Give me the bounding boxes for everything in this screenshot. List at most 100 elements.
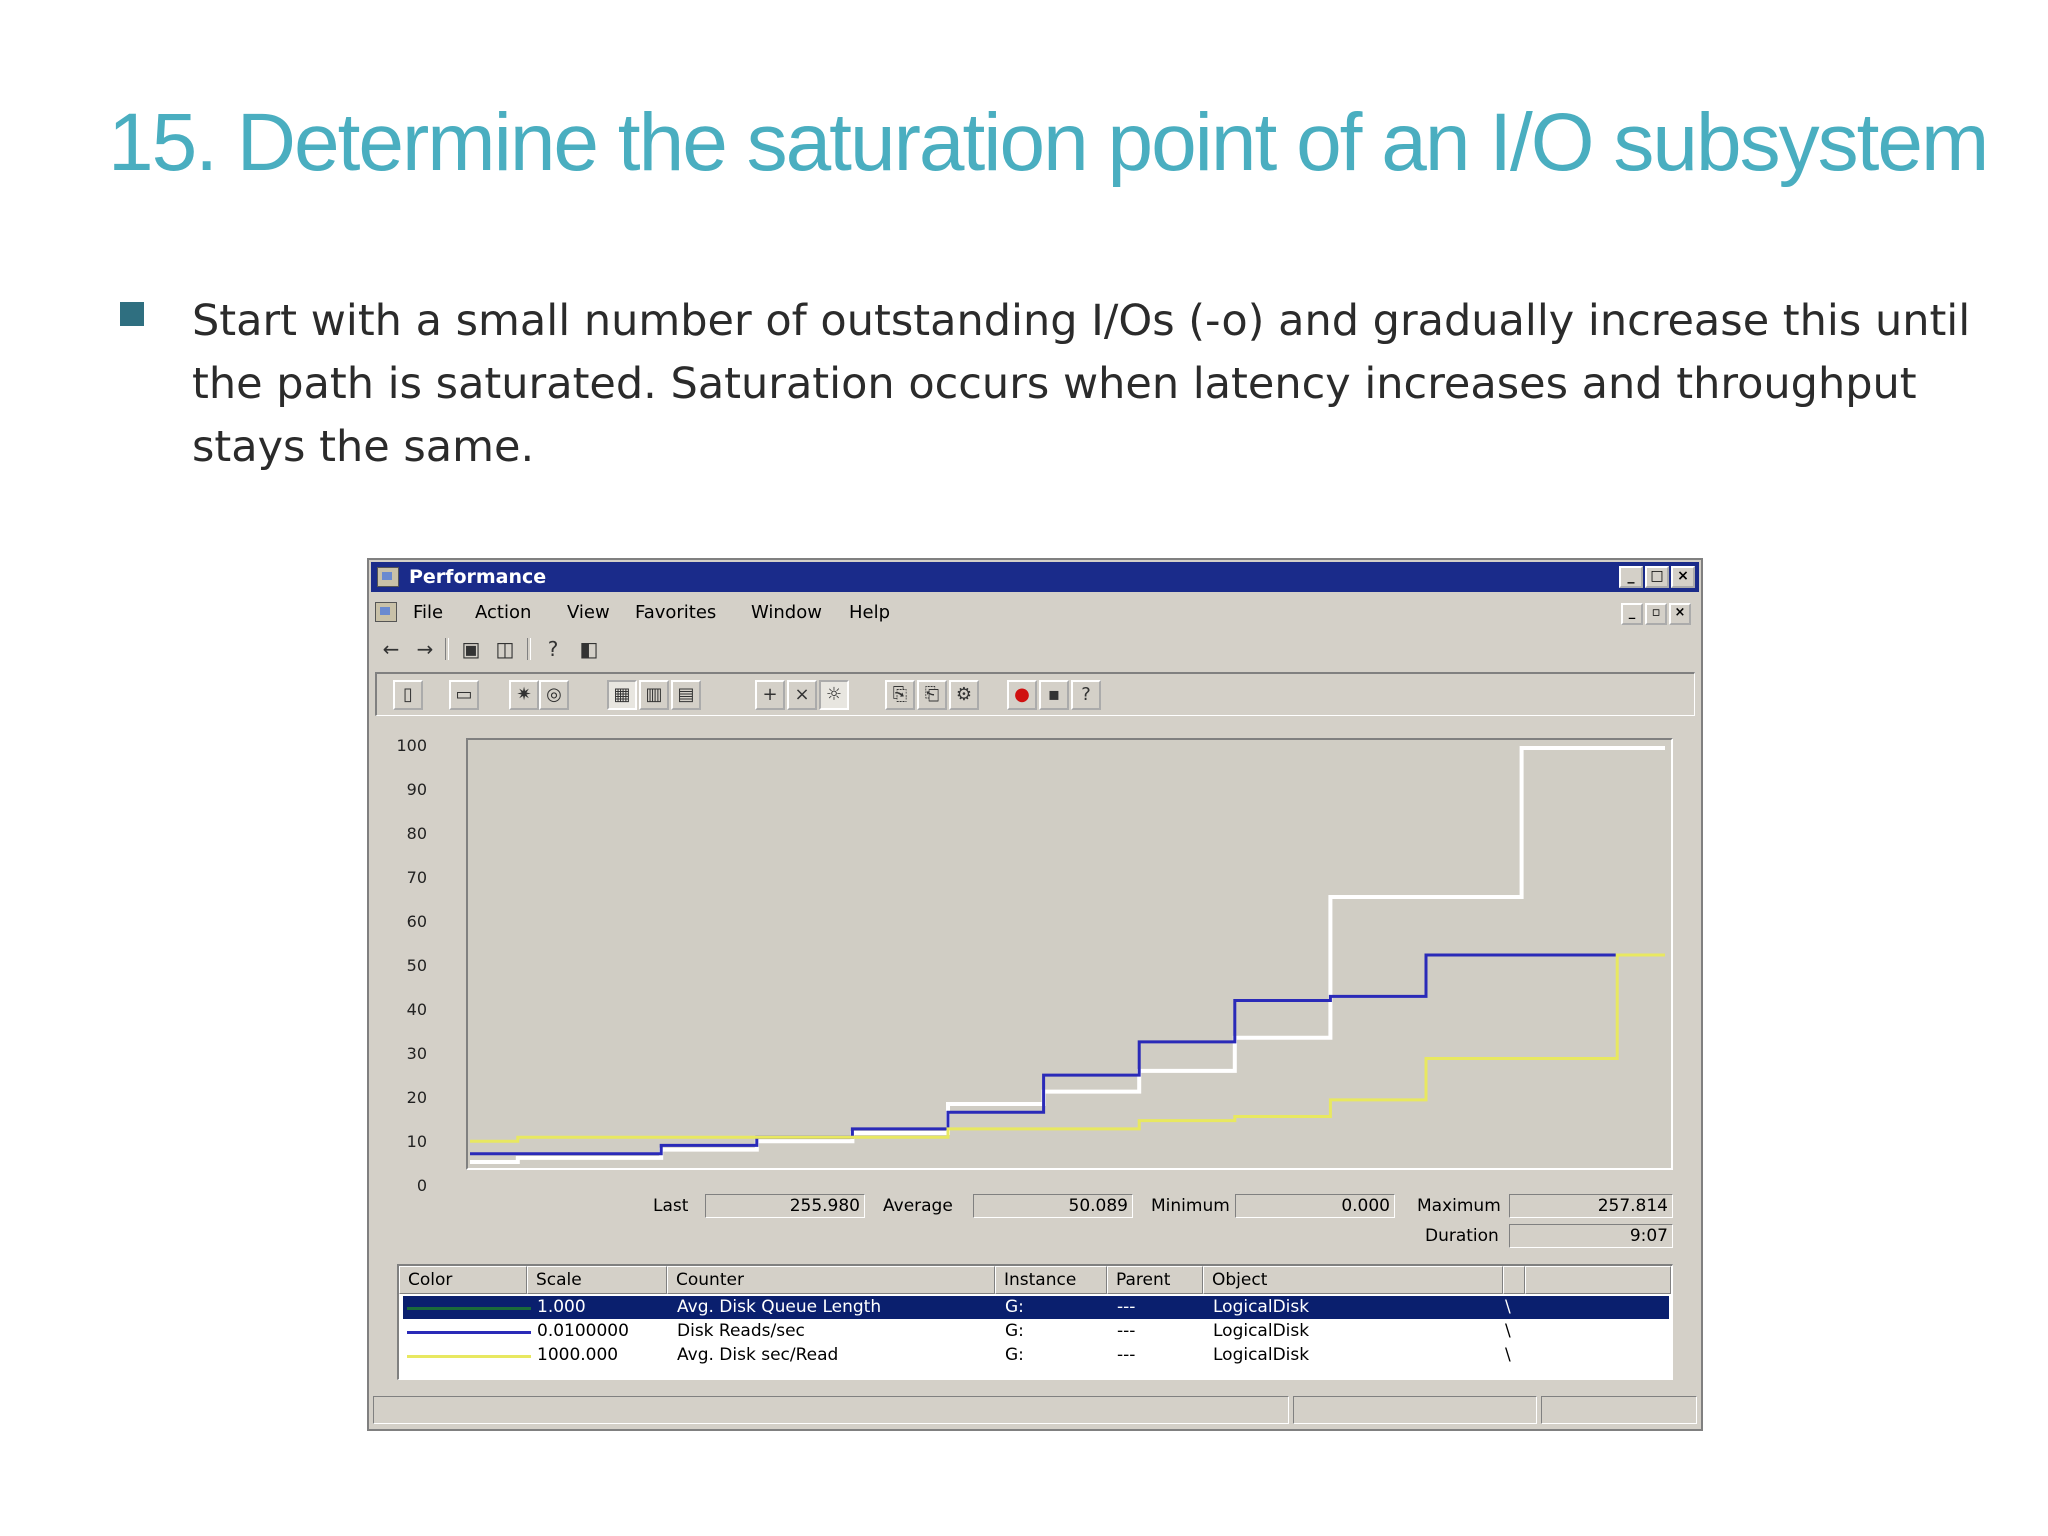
window-title: Performance [409, 566, 547, 588]
column-header-counter[interactable]: Counter [667, 1266, 995, 1294]
y-tick-label: 90 [406, 780, 427, 799]
help-icon[interactable]: ? [547, 637, 559, 661]
maximum-label: Maximum [1417, 1196, 1501, 1216]
column-header-computer[interactable] [1503, 1266, 1525, 1294]
series-line-2 [470, 953, 1665, 1143]
bullet-marker [120, 302, 144, 326]
legend-object: LogicalDisk [1213, 1297, 1310, 1317]
properties-icon[interactable]: ⚙ [949, 680, 979, 710]
title-bar[interactable]: Performance _ □ × [371, 562, 1699, 592]
y-tick-label: 20 [406, 1088, 427, 1107]
status-pane [1293, 1396, 1537, 1424]
menu-action[interactable]: Action [475, 602, 532, 623]
counter-legend: Color Scale Counter Instance Parent Obje… [397, 1264, 1673, 1380]
legend-object: LogicalDisk [1213, 1321, 1310, 1341]
legend-instance: G: [1005, 1345, 1024, 1365]
duration-value: 9:07 [1509, 1224, 1673, 1248]
column-header-object[interactable]: Object [1203, 1266, 1503, 1294]
view-current-activity-icon[interactable]: ✷ [509, 680, 539, 710]
maximum-value: 257.814 [1509, 1194, 1673, 1218]
slide-title: 15. Determine the saturation point of an… [108, 97, 1989, 188]
performance-app-icon [377, 567, 399, 587]
legend-row[interactable]: 0.0100000 Disk Reads/sec G: --- LogicalD… [403, 1320, 1669, 1343]
legend-parent: --- [1117, 1297, 1136, 1317]
legend-row[interactable]: 1000.000 Avg. Disk sec/Read G: --- Logic… [403, 1344, 1669, 1367]
legend-parent: --- [1117, 1345, 1136, 1365]
sysmon-help-icon[interactable]: ? [1071, 680, 1101, 710]
menu-view[interactable]: View [567, 602, 610, 623]
back-arrow-icon[interactable]: ← [382, 637, 400, 661]
legend-counter: Avg. Disk Queue Length [677, 1297, 882, 1317]
add-counter-icon[interactable]: + [755, 680, 785, 710]
average-value: 50.089 [973, 1194, 1133, 1218]
column-header-scale[interactable]: Scale [527, 1266, 667, 1294]
clear-display-icon[interactable]: ▭ [449, 680, 479, 710]
view-histogram-icon[interactable]: ▥ [639, 680, 669, 710]
column-header-color[interactable]: Color [399, 1266, 527, 1294]
show-hide-tree-icon[interactable]: ◫ [495, 637, 515, 661]
average-label: Average [883, 1196, 953, 1216]
legend-computer: \ [1505, 1297, 1511, 1317]
graph-plot [466, 738, 1673, 1170]
mdi-controls: _ ▫ × [1619, 600, 1691, 625]
mmc-doc-icon[interactable] [375, 602, 397, 622]
navigation-toolbar: ← → ▣ ◫ ? ◧ [371, 632, 1699, 666]
y-tick-label: 80 [406, 824, 427, 843]
minimize-button[interactable]: _ [1619, 566, 1643, 588]
forward-arrow-icon[interactable]: → [416, 637, 434, 661]
legend-parent: --- [1117, 1321, 1136, 1341]
paste-counter-list-icon[interactable]: ⎗ [917, 680, 947, 710]
series-color-swatch [407, 1307, 531, 1310]
new-counter-set-icon[interactable]: ▯ [393, 680, 423, 710]
mdi-minimize-button[interactable]: _ [1621, 603, 1643, 625]
menu-file[interactable]: File [413, 602, 444, 623]
update-data-icon[interactable]: ▪ [1039, 680, 1069, 710]
y-tick-label: 30 [406, 1044, 427, 1063]
highlight-icon[interactable]: ☼ [819, 680, 849, 710]
last-label: Last [653, 1196, 689, 1216]
legend-counter: Avg. Disk sec/Read [677, 1345, 839, 1365]
mdi-close-button[interactable]: × [1669, 603, 1691, 625]
status-pane [1541, 1396, 1697, 1424]
column-header-filler [1525, 1266, 1671, 1294]
console-icon[interactable]: ◧ [579, 637, 599, 661]
mdi-restore-button[interactable]: ▫ [1645, 603, 1667, 625]
y-tick-label: 100 [396, 736, 427, 755]
legend-row[interactable]: 1.000 Avg. Disk Queue Length G: --- Logi… [403, 1296, 1669, 1319]
graph-svg [470, 746, 1665, 1164]
maximize-button[interactable]: □ [1645, 566, 1669, 588]
up-folder-icon[interactable]: ▣ [461, 637, 481, 661]
legend-instance: G: [1005, 1297, 1024, 1317]
column-header-instance[interactable]: Instance [995, 1266, 1107, 1294]
minimum-value: 0.000 [1235, 1194, 1395, 1218]
legend-scale: 1.000 [537, 1297, 586, 1317]
series-color-swatch [407, 1355, 531, 1358]
delete-counter-icon[interactable]: × [787, 680, 817, 710]
performance-window: Performance _ □ × File Action View Favor… [367, 558, 1703, 1431]
y-tick-label: 50 [406, 956, 427, 975]
bullet-text: Start with a small number of outstanding… [192, 296, 1971, 472]
sysmon-toolbar: ▯ ▭ ✷ ◎ ▦ ▥ ▤ + × ☼ ⎘ ⎗ ⚙ ● ▪ ? [375, 672, 1695, 716]
menu-help[interactable]: Help [849, 602, 891, 623]
view-graph-icon[interactable]: ▦ [607, 680, 637, 710]
legend-counter: Disk Reads/sec [677, 1321, 805, 1341]
status-bar [373, 1396, 1697, 1426]
legend-scale: 0.0100000 [537, 1321, 629, 1341]
view-report-icon[interactable]: ▤ [671, 680, 701, 710]
status-pane [373, 1396, 1289, 1424]
y-tick-label: 40 [406, 1000, 427, 1019]
close-button[interactable]: × [1671, 566, 1695, 588]
copy-properties-icon[interactable]: ⎘ [885, 680, 915, 710]
series-color-swatch [407, 1331, 531, 1334]
menu-window[interactable]: Window [751, 602, 822, 623]
minimum-label: Minimum [1151, 1196, 1230, 1216]
menu-favorites[interactable]: Favorites [635, 602, 717, 623]
legend-object: LogicalDisk [1213, 1345, 1310, 1365]
series-line-1 [470, 953, 1665, 1156]
freeze-display-icon[interactable]: ● [1007, 680, 1037, 710]
y-tick-label: 60 [406, 912, 427, 931]
toolbar-separator [445, 638, 449, 660]
legend-instance: G: [1005, 1321, 1024, 1341]
view-log-data-icon[interactable]: ◎ [539, 680, 569, 710]
column-header-parent[interactable]: Parent [1107, 1266, 1203, 1294]
